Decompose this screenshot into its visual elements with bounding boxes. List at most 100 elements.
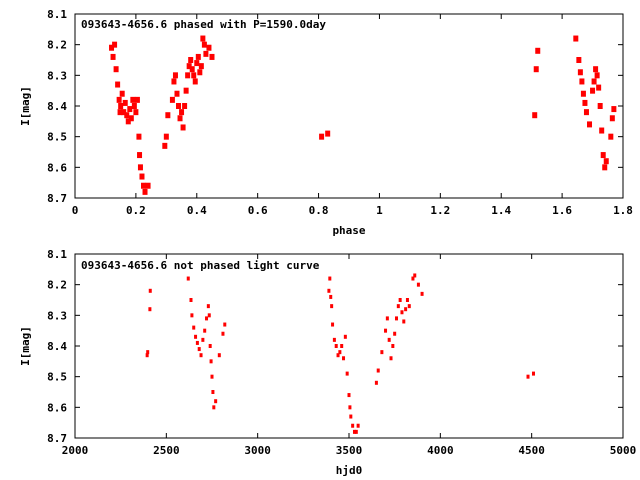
phased-data-point <box>609 115 615 122</box>
unphased-data-point <box>195 340 199 345</box>
phased-data-point <box>177 115 183 122</box>
phased-chart: 0 0.2 0.4 0.6 0.8 1 1.2 1.4 1.6 1.8 8.1 8.2 8.3 8.4 8.… <box>19 8 633 237</box>
unphased-data-point <box>340 344 344 348</box>
unphased-y-axis-label: I[mag] <box>19 326 32 366</box>
unphased-data-point <box>331 322 335 327</box>
phased-data-point <box>128 115 134 122</box>
unphased-data-point <box>398 298 402 302</box>
phased-data-point <box>596 84 602 91</box>
phased-data-point <box>191 72 197 79</box>
unphased-data-point <box>205 316 209 321</box>
phased-data-point <box>198 63 204 70</box>
unphased-data-point <box>385 316 389 321</box>
unphased-data-point <box>343 334 347 339</box>
phased-data-point <box>319 133 325 140</box>
phased-y-tick-label: 8.6 <box>47 161 67 174</box>
phased-data-point <box>112 41 118 48</box>
phased-data-point <box>189 66 195 73</box>
phased-data-point <box>590 87 596 94</box>
phased-data-point <box>583 109 589 116</box>
unphased-data-point <box>329 294 333 299</box>
phased-data-point <box>597 103 603 109</box>
unphased-data-point <box>209 359 213 364</box>
unphased-data-point <box>194 334 198 339</box>
unphased-data-point <box>404 307 408 312</box>
unphased-data-point <box>347 393 351 398</box>
unphased-data-point <box>328 276 332 281</box>
phased-data-point <box>130 96 136 103</box>
phased-data-point <box>188 57 194 63</box>
unphased-data-point <box>148 288 152 293</box>
unphased-data-point <box>338 350 342 355</box>
phased-x-tick-label: 1 <box>376 204 383 217</box>
phased-data-point <box>115 81 121 88</box>
phased-data-point <box>533 66 539 73</box>
phased-data-point <box>142 188 148 195</box>
phased-data-point <box>137 164 143 171</box>
unphased-data-point <box>531 371 535 376</box>
unphased-data-point <box>387 337 391 342</box>
unphased-data-point <box>332 337 336 342</box>
unphased-y-tick-label: 8.7 <box>47 432 67 445</box>
unphased-y-tick-label: 8.5 <box>47 371 67 384</box>
phased-data-point <box>117 109 123 116</box>
phased-data-point <box>145 182 151 189</box>
phased-data-point <box>201 41 207 48</box>
phased-x-tick-label: 1.8 <box>613 204 633 217</box>
unphased-data-point <box>217 353 221 358</box>
phased-data-point <box>197 69 203 76</box>
unphased-data-point <box>376 368 380 373</box>
unphased-points <box>145 273 535 434</box>
unphased-data-point <box>330 304 334 309</box>
unphased-data-point <box>334 344 338 348</box>
phased-data-point <box>195 53 201 60</box>
unphased-data-point <box>402 319 406 324</box>
unphased-data-point <box>211 390 215 394</box>
phased-data-point <box>125 118 131 125</box>
unphased-data-point <box>348 405 352 410</box>
phased-x-tick-label: 0 <box>72 204 79 217</box>
phased-y-tick-label: 8.5 <box>47 131 67 144</box>
phased-y-axis-label: I[mag] <box>19 86 32 126</box>
unphased-data-point <box>380 350 384 355</box>
phased-data-point <box>185 72 191 79</box>
phased-data-point <box>587 121 593 128</box>
unphased-data-point <box>391 344 395 348</box>
unphased-x-tick-label: 2500 <box>153 444 180 457</box>
phased-x-tick-label: 1.2 <box>430 204 450 217</box>
phased-data-point <box>580 90 586 97</box>
phased-x-tick-label: 0.4 <box>187 204 207 217</box>
phased-data-point <box>162 142 168 149</box>
unphased-data-point <box>384 328 388 333</box>
unphased-x-tick-label: 2000 <box>62 444 89 457</box>
unphased-data-point <box>407 304 411 309</box>
phased-data-point <box>139 173 145 180</box>
phased-data-point <box>532 112 538 119</box>
phased-data-point <box>134 96 140 103</box>
phased-data-point <box>594 72 600 79</box>
unphased-data-point <box>208 344 212 348</box>
unphased-y-tick-label: 8.1 <box>47 248 67 261</box>
unphased-data-point <box>146 350 150 355</box>
phased-data-point <box>136 133 142 140</box>
phased-data-point <box>611 106 617 113</box>
unphased-data-point <box>352 429 356 434</box>
unphased-data-point <box>190 313 194 318</box>
unphased-data-point <box>186 276 190 281</box>
phased-data-point <box>576 57 582 63</box>
unphased-data-point <box>413 273 417 278</box>
unphased-data-point <box>374 380 378 385</box>
phased-y-tick-label: 8.2 <box>47 39 67 52</box>
unphased-y-tick-label: 8.2 <box>47 279 67 292</box>
phased-data-point <box>176 103 182 109</box>
unphased-data-point <box>356 423 360 428</box>
phased-data-point <box>119 90 125 97</box>
unphased-data-point <box>349 414 353 419</box>
phased-data-point <box>110 53 116 60</box>
unphased-data-point <box>223 322 227 327</box>
unphased-y-tick-label: 8.4 <box>47 340 67 353</box>
unphased-data-point <box>405 298 409 302</box>
phased-x-tick-label: 0.6 <box>248 204 268 217</box>
unphased-x-tick-label: 3500 <box>336 444 363 457</box>
